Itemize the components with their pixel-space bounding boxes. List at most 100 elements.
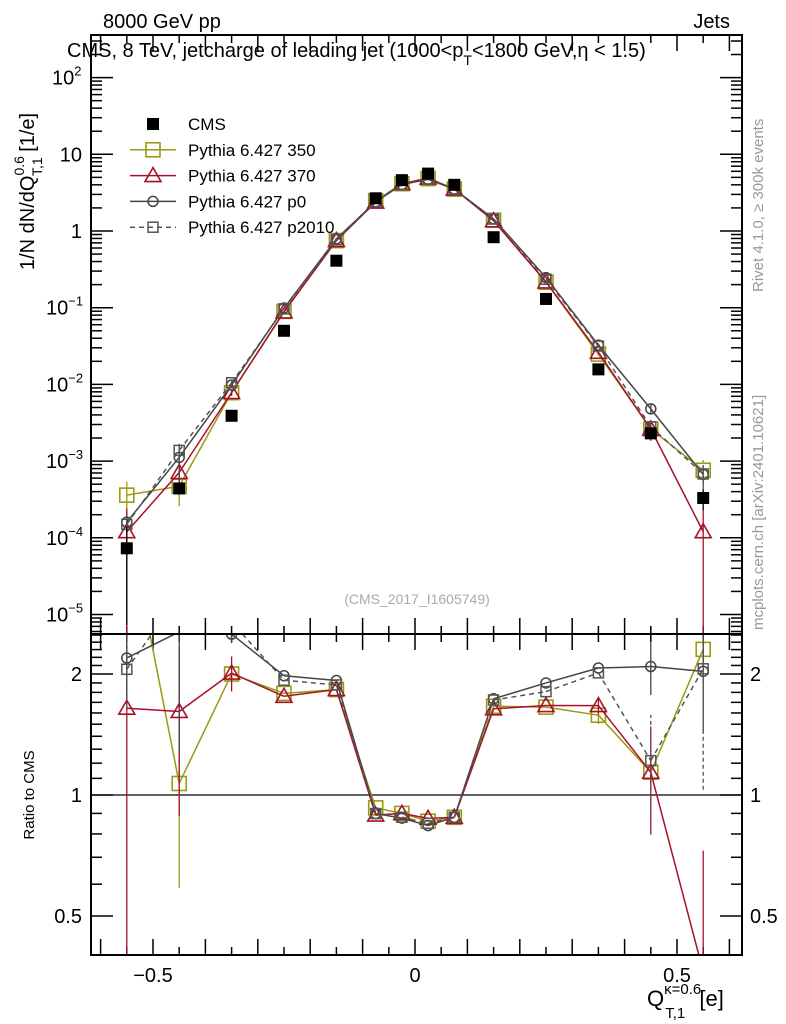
x-tick-label: 0.5 bbox=[663, 965, 691, 987]
upper-series bbox=[117, 167, 713, 634]
series-pythia-6-427-p2010-line bbox=[597, 345, 652, 428]
series-pythia-6-427-p0-line bbox=[545, 277, 599, 346]
legend-entry: CMS bbox=[147, 115, 226, 134]
ratio-y-tick-label: 0.5 bbox=[54, 906, 82, 928]
series-pythia-6-427-370-ratio-line bbox=[335, 689, 377, 816]
legend-marker bbox=[147, 195, 159, 208]
side-text-rivet: Rivet 4.1.0, ≥ 300k events bbox=[750, 119, 767, 292]
series-pythia-6-427-p2010-ratio-point bbox=[278, 674, 290, 686]
cms-data-point bbox=[369, 192, 382, 205]
ratio-y-tick-label-right: 2 bbox=[750, 664, 761, 686]
cms-data-point bbox=[644, 427, 657, 440]
y-axis-label: 1/N dN/dQ0.6 T,1 [1/e] bbox=[11, 113, 45, 270]
series-pythia-6-427-p2010-ratio-line bbox=[283, 679, 337, 686]
ratio-y-tick-label: 2 bbox=[71, 664, 82, 686]
series-pythia-6-427-370-ratio-point bbox=[274, 686, 294, 704]
series-pythia-6-427-370-ratio-line bbox=[650, 772, 700, 955]
series-pythia-6-427-p2010-point bbox=[330, 233, 343, 246]
series-pythia-6-427-p0-ratio-line bbox=[598, 665, 651, 669]
legend-marker bbox=[147, 221, 159, 233]
y-tick-label: 102 bbox=[52, 64, 81, 90]
y-tick-label: 10−1 bbox=[46, 294, 83, 320]
legend-marker bbox=[147, 118, 159, 130]
series-pythia-6-427-p2010-ratio-point bbox=[422, 817, 434, 830]
y-tick-label: 1 bbox=[71, 221, 82, 243]
series-pythia-6-427-370-line bbox=[650, 428, 704, 533]
ratio-y-axis-label: Ratio to CMS bbox=[21, 750, 38, 839]
y-tick-label: 10−2 bbox=[46, 370, 83, 396]
legend-entry: Pythia 6.427 370 bbox=[130, 165, 316, 186]
series-pythia-6-427-370-ratio-line bbox=[597, 705, 652, 773]
series-pythia-6-427-350-line bbox=[178, 392, 233, 487]
series-pythia-6-427-p2010-ratio-line bbox=[241, 634, 285, 681]
ratio-y-tick-label-right: 1 bbox=[750, 785, 761, 807]
cms-data-point bbox=[697, 492, 710, 505]
series-pythia-6-427-370-point bbox=[327, 230, 346, 248]
ratio-series bbox=[117, 634, 712, 955]
y-tick-label: 10−3 bbox=[46, 447, 83, 473]
series-pythia-6-427-p2010-ratio-point bbox=[121, 663, 133, 676]
series-pythia-6-427-p2010-point bbox=[540, 273, 552, 285]
series-pythia-6-427-370-ratio-point bbox=[589, 695, 608, 713]
upper-panel: 102 10 1 10−1 10−2 10−3 10−4 10−5 bbox=[46, 35, 742, 634]
series-pythia-6-427-p2010-ratio-point bbox=[592, 667, 605, 679]
series-pythia-6-427-p2010-line bbox=[283, 239, 337, 310]
series-pythia-6-427-370-line bbox=[178, 392, 233, 473]
series-pythia-6-427-350-ratio-line bbox=[597, 714, 652, 773]
series-pythia-6-427-370-ratio-point bbox=[418, 808, 438, 826]
cms-data-point bbox=[422, 167, 435, 180]
cms-data-point bbox=[487, 231, 500, 244]
ratio-panel: −0.5 0 0.5 2 2 1 1 0.5 0.5 bbox=[54, 634, 778, 987]
series-pythia-6-427-370-ratio-point bbox=[444, 807, 464, 825]
series-pythia-6-427-370-ratio-line bbox=[126, 707, 180, 713]
series-pythia-6-427-p2010-ratio-point bbox=[369, 807, 382, 820]
ratio-frame bbox=[90, 633, 743, 956]
cms-data-point bbox=[540, 292, 552, 305]
series-pythia-6-427-p2010-ratio-point bbox=[330, 679, 343, 691]
x-tick-label: 0 bbox=[409, 965, 420, 987]
series-pythia-6-427-370-ratio-point bbox=[222, 663, 241, 680]
x-tick-label: −0.5 bbox=[133, 965, 172, 987]
series-pythia-6-427-p2010-line bbox=[230, 308, 285, 384]
series-pythia-6-427-370-point bbox=[484, 211, 503, 228]
series-pythia-6-427-p0-ratio-point bbox=[540, 677, 552, 689]
y-tick-label: 10 bbox=[60, 144, 82, 166]
series-pythia-6-427-370-ratio-point bbox=[484, 699, 503, 716]
series-pythia-6-427-370-ratio-line bbox=[493, 704, 547, 710]
series-pythia-6-427-p2010-point bbox=[225, 377, 238, 389]
series-pythia-6-427-p0-line bbox=[597, 344, 652, 410]
legend-label: CMS bbox=[188, 115, 226, 134]
series-pythia-6-427-370-line bbox=[283, 240, 338, 313]
series-pythia-6-427-p2010-ratio-line bbox=[650, 668, 704, 762]
series-pythia-6-427-p0-ratio-line bbox=[493, 682, 547, 700]
watermark: (CMS_2017_I1605749) bbox=[344, 591, 490, 607]
legend-label: Pythia 6.427 p2010 bbox=[188, 218, 335, 237]
series-pythia-6-427-350-ratio-point bbox=[538, 699, 554, 715]
series-pythia-6-427-p2010-ratio-line bbox=[545, 672, 599, 693]
series-pythia-6-427-p2010-ratio-line bbox=[335, 684, 377, 814]
series-pythia-6-427-p2010-point bbox=[487, 213, 500, 225]
cms-data-point bbox=[120, 542, 133, 555]
series-pythia-6-427-p2010-ratio-line bbox=[453, 699, 495, 818]
legend-label: Pythia 6.427 p0 bbox=[188, 192, 306, 211]
cms-data-point bbox=[448, 178, 461, 191]
series-pythia-6-427-370-line bbox=[126, 472, 180, 533]
cms-data-point bbox=[173, 482, 186, 495]
series-pythia-6-427-p2010-ratio-line bbox=[126, 634, 153, 670]
legend-entry: Pythia 6.427 p2010 bbox=[130, 218, 335, 237]
cms-data-point bbox=[225, 409, 238, 422]
legend-entry: Pythia 6.427 350 bbox=[130, 141, 316, 160]
series-pythia-6-427-370-point bbox=[693, 522, 713, 539]
series-pythia-6-427-p2010-line bbox=[545, 278, 599, 347]
series-pythia-6-427-p2010-line bbox=[335, 201, 377, 241]
legend-entry: Pythia 6.427 p0 bbox=[130, 192, 306, 211]
legend-label: Pythia 6.427 350 bbox=[188, 141, 316, 160]
series-pythia-6-427-p2010-point bbox=[278, 303, 290, 315]
series-pythia-6-427-p0-ratio-line bbox=[231, 634, 285, 677]
cms-data-point bbox=[592, 363, 605, 376]
x-axis-label: Qκ=0.6 T,1 [e] bbox=[647, 981, 724, 1022]
series-pythia-6-427-p2010-ratio-point bbox=[645, 754, 657, 767]
series-pythia-6-427-370-line bbox=[493, 220, 547, 283]
series-pythia-6-427-370-ratio-point bbox=[327, 679, 346, 697]
